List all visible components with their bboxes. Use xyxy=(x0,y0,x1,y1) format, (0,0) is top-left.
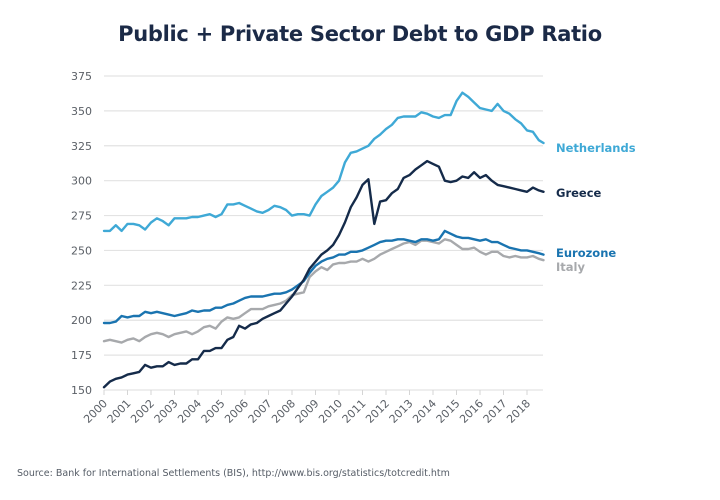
source-note: Source: Bank for International Settlemen… xyxy=(17,468,450,479)
x-tick-label: 2014 xyxy=(410,397,439,426)
x-tick-label: 2015 xyxy=(434,397,463,426)
y-tick-label: 225 xyxy=(71,279,92,292)
x-tick-label: 2004 xyxy=(175,397,204,426)
y-tick-label: 200 xyxy=(71,314,92,327)
x-tick-label: 2017 xyxy=(481,397,510,426)
x-tick-label: 2011 xyxy=(340,397,369,426)
x-tick-label: 2001 xyxy=(105,397,134,426)
legend-label-italy: Italy xyxy=(556,260,585,274)
y-tick-label: 150 xyxy=(71,384,92,397)
y-axis: 150 175 200 225 250 275 300 325 350 375 xyxy=(71,70,92,397)
x-tick-label: 2012 xyxy=(363,397,392,426)
x-tick-label: 2016 xyxy=(457,397,486,426)
x-tick-label: 2013 xyxy=(387,397,416,426)
series-line-italy xyxy=(102,238,545,344)
series-line-eurozone xyxy=(102,229,545,325)
x-tick-label: 2018 xyxy=(504,397,533,426)
x-tick-label: 2006 xyxy=(222,397,251,426)
x-tick-label: 2010 xyxy=(316,397,345,426)
x-tick-label: 2000 xyxy=(81,397,110,426)
y-tick-label: 275 xyxy=(71,210,92,223)
y-tick-label: 250 xyxy=(71,244,92,257)
gridlines xyxy=(104,75,543,391)
legend-label-greece: Greece xyxy=(556,186,602,200)
y-tick-label: 350 xyxy=(71,105,92,118)
y-tick-label: 300 xyxy=(71,175,92,188)
series-lines xyxy=(102,91,545,389)
x-tick-label: 2009 xyxy=(293,397,322,426)
y-tick-label: 325 xyxy=(71,140,92,153)
y-tick-label: 375 xyxy=(71,70,92,83)
chart-title: Public + Private Sector Debt to GDP Rati… xyxy=(118,22,602,46)
x-axis: 2000200120022003200420052006200720082009… xyxy=(81,390,533,426)
x-tick-label: 2003 xyxy=(152,397,181,426)
legend-label-netherlands: Netherlands xyxy=(556,141,636,155)
series-line-netherlands xyxy=(102,91,545,233)
x-tick-label: 2005 xyxy=(199,397,228,426)
x-tick-label: 2008 xyxy=(269,397,298,426)
series-line-greece xyxy=(102,159,545,389)
x-tick-label: 2002 xyxy=(128,397,157,426)
legend-label-eurozone: Eurozone xyxy=(556,246,616,260)
x-tick-label: 2007 xyxy=(246,397,275,426)
y-tick-label: 175 xyxy=(71,349,92,362)
